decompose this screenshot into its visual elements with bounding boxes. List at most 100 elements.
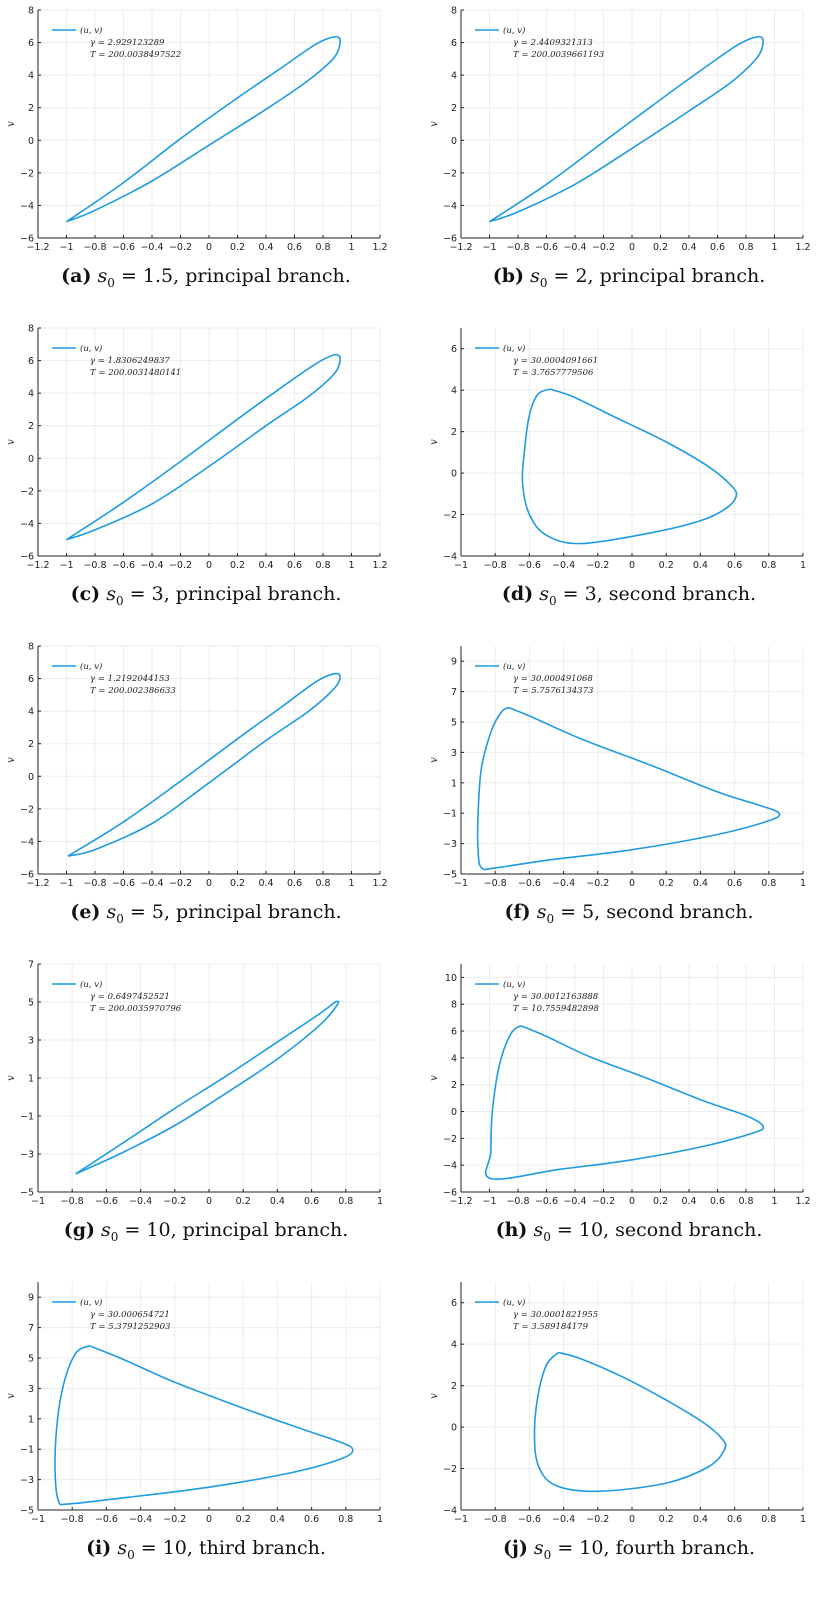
y-tick-label: 4 <box>451 1340 457 1351</box>
y-tick-label: 6 <box>28 674 34 685</box>
y-tick-label: −2 <box>20 168 34 179</box>
figure-caption-h: (h) s0 = 10, second branch. <box>423 1219 825 1244</box>
legend-entry: (u, v) <box>80 661 102 672</box>
legend-entry: T = 3.7657779506 <box>513 368 594 378</box>
x-tick-label: −0.6 <box>535 1196 558 1204</box>
y-tick-label: 6 <box>28 356 34 367</box>
legend-entry: γ = 30.0012163888 <box>513 992 599 1002</box>
legend-entry: γ = 30.000491068 <box>513 674 593 684</box>
x-tick-label: −1.2 <box>449 242 472 250</box>
x-tick-label: −0.2 <box>163 1514 186 1522</box>
y-tick-label: 5 <box>451 718 457 729</box>
x-tick-label: −1.2 <box>26 560 49 568</box>
x-tick-label: 0.8 <box>315 878 330 886</box>
x-tick-label: 0.8 <box>338 1514 353 1522</box>
caption-variable: s <box>117 1537 128 1559</box>
x-tick-label: −1 <box>482 1196 496 1204</box>
y-tick-label: −4 <box>20 201 34 212</box>
plot-panel-c: −1.2 −1 −0.8 −0.6 −0.4 −0.2 0 0.2 0.4 0.6 0.8 1 1.2 −… <box>0 318 412 638</box>
x-tick-label: −0.8 <box>484 1514 507 1522</box>
series-line-uv <box>54 1345 354 1506</box>
x-tick-label: −0.2 <box>169 878 192 886</box>
caption-subscript: 0 <box>110 1229 119 1244</box>
x-tick-label: 1.2 <box>372 878 387 886</box>
x-tick-label: 0.4 <box>270 1514 285 1522</box>
y-axis-label: v <box>6 1075 17 1081</box>
caption-subscript: 0 <box>543 1547 552 1562</box>
y-tick-label: −3 <box>20 1150 34 1161</box>
legend-entry: T = 200.0039661193 <box>513 50 604 60</box>
x-tick-label: −0.6 <box>535 242 558 250</box>
x-tick-label: 0.8 <box>761 560 776 568</box>
y-axis-label: v <box>429 1393 440 1399</box>
x-tick-label: 0.6 <box>710 242 725 250</box>
x-tick-label: −0.4 <box>552 1514 575 1522</box>
legend-entry: (u, v) <box>80 25 102 36</box>
x-tick-label: −0.6 <box>95 1514 118 1522</box>
x-tick-label: 1 <box>800 1514 806 1522</box>
legend-entry: T = 3.589184179 <box>513 1322 589 1332</box>
x-tick-label: −0.6 <box>518 560 541 568</box>
plot-svg-g: −1 −0.8 −0.6 −0.4 −0.2 0 0.2 0.4 0.6 0.8 1 −5 −3 −1 1 3… <box>6 960 383 1205</box>
caption-text: = 10, fourth branch. <box>551 1537 755 1559</box>
x-tick-label: −0.8 <box>61 1514 84 1522</box>
x-tick-label: 0 <box>206 1196 212 1204</box>
y-tick-label: −2 <box>443 1464 457 1475</box>
x-tick-label: −0.4 <box>129 1514 152 1522</box>
x-tick-label: 1 <box>800 878 806 886</box>
caption-label: (j) <box>503 1537 528 1559</box>
legend-entry: (u, v) <box>80 1297 102 1308</box>
x-tick-label: −0.8 <box>61 1196 84 1204</box>
y-tick-label: 4 <box>451 386 457 397</box>
x-tick-label: 0 <box>629 560 635 568</box>
x-tick-label: 1.2 <box>795 242 810 250</box>
y-tick-label: −5 <box>20 1506 34 1517</box>
y-axis-label: v <box>6 1393 17 1399</box>
legend-entry: T = 10.7559482898 <box>513 1004 599 1014</box>
legend-entry: (u, v) <box>80 979 102 990</box>
caption-subscript: 0 <box>539 275 548 290</box>
y-tick-label: 0 <box>28 772 34 783</box>
caption-label: (b) <box>492 265 525 287</box>
x-tick-label: 0.4 <box>258 242 273 250</box>
figure-caption-e: (e) s0 = 5, principal branch. <box>0 901 412 926</box>
plot-panel-e: −1.2 −1 −0.8 −0.6 −0.4 −0.2 0 0.2 0.4 0.6 0.8 1 1.2 −… <box>0 636 412 956</box>
x-tick-label: −1 <box>454 878 468 886</box>
x-tick-label: 1 <box>771 1196 777 1204</box>
legend-entry: (u, v) <box>503 979 525 990</box>
x-tick-label: 0 <box>629 242 635 250</box>
y-tick-label: −3 <box>20 1475 34 1486</box>
x-tick-label: 0.6 <box>727 560 742 568</box>
x-tick-label: −0.4 <box>563 1196 586 1204</box>
y-tick-label: −2 <box>443 1134 457 1145</box>
x-tick-label: −0.2 <box>586 560 609 568</box>
caption-variable: s <box>533 1219 544 1241</box>
y-tick-label: 0 <box>451 469 457 480</box>
caption-variable: s <box>97 265 108 287</box>
y-tick-label: 2 <box>28 421 34 432</box>
figure-caption-b: (b) s0 = 2, principal branch. <box>423 265 825 290</box>
y-tick-label: 5 <box>28 998 34 1009</box>
caption-text: = 3, second branch. <box>556 583 757 605</box>
x-tick-label: 1 <box>800 560 806 568</box>
x-tick-label: 0.4 <box>681 1196 696 1204</box>
x-tick-label: 0.6 <box>304 1196 319 1204</box>
y-tick-label: −4 <box>443 201 457 212</box>
plot-svg-b: −1.2 −1 −0.8 −0.6 −0.4 −0.2 0 0.2 0.4 0.6 0.8 1 1.2 −… <box>429 6 811 251</box>
y-tick-label: 4 <box>451 1053 457 1064</box>
x-tick-label: 0.8 <box>738 1196 753 1204</box>
x-tick-label: 0.2 <box>659 878 674 886</box>
legend-entry: γ = 30.0004091661 <box>513 356 598 366</box>
y-tick-label: −4 <box>443 552 457 563</box>
y-tick-label: 4 <box>28 707 34 718</box>
plot-svg-j: −1 −0.8 −0.6 −0.4 −0.2 0 0.2 0.4 0.6 0.8 1 −4 −2 0 2 4 6… <box>429 1282 806 1522</box>
x-tick-label: −0.8 <box>484 878 507 886</box>
x-tick-label: 0.2 <box>236 1196 251 1204</box>
y-tick-label: 1 <box>28 1074 34 1085</box>
legend-entry: (u, v) <box>503 343 525 354</box>
plot-panel-h: −1.2 −1 −0.8 −0.6 −0.4 −0.2 0 0.2 0.4 0.6 0.8 1 1.2 −… <box>423 954 825 1274</box>
y-axis-label: v <box>429 1075 440 1081</box>
x-tick-label: 0 <box>206 878 212 886</box>
y-tick-label: −1 <box>20 1112 34 1123</box>
